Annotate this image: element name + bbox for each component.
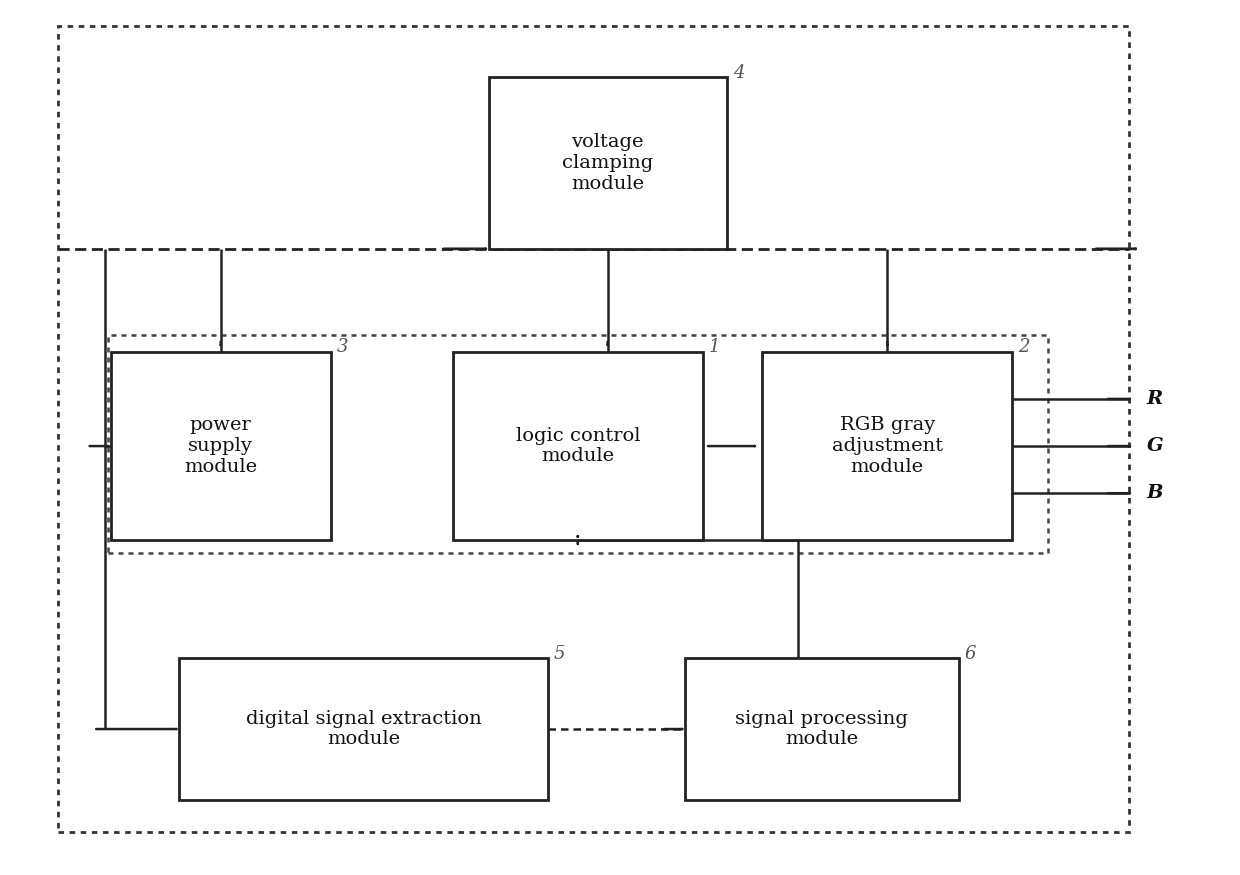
Text: B: B xyxy=(1147,484,1163,502)
Bar xyxy=(108,334,1048,553)
Text: 6: 6 xyxy=(965,645,976,662)
Text: logic control
module: logic control module xyxy=(516,427,640,466)
Text: G: G xyxy=(1147,438,1163,455)
Bar xyxy=(489,77,727,248)
Text: 4: 4 xyxy=(733,64,744,81)
Text: 2: 2 xyxy=(1018,338,1029,356)
Bar xyxy=(453,352,703,541)
Text: voltage
clamping
module: voltage clamping module xyxy=(562,133,653,192)
Bar xyxy=(684,658,959,800)
Text: 1: 1 xyxy=(709,338,720,356)
Text: digital signal extraction
module: digital signal extraction module xyxy=(246,710,481,748)
Bar xyxy=(763,352,1012,541)
Text: signal processing
module: signal processing module xyxy=(735,710,909,748)
Text: R: R xyxy=(1147,390,1163,408)
Text: 5: 5 xyxy=(554,645,565,662)
Bar xyxy=(179,658,548,800)
Text: 3: 3 xyxy=(337,338,348,356)
Text: power
supply
module: power supply module xyxy=(185,416,257,476)
Bar xyxy=(110,352,331,541)
Text: RGB gray
adjustment
module: RGB gray adjustment module xyxy=(832,416,942,476)
